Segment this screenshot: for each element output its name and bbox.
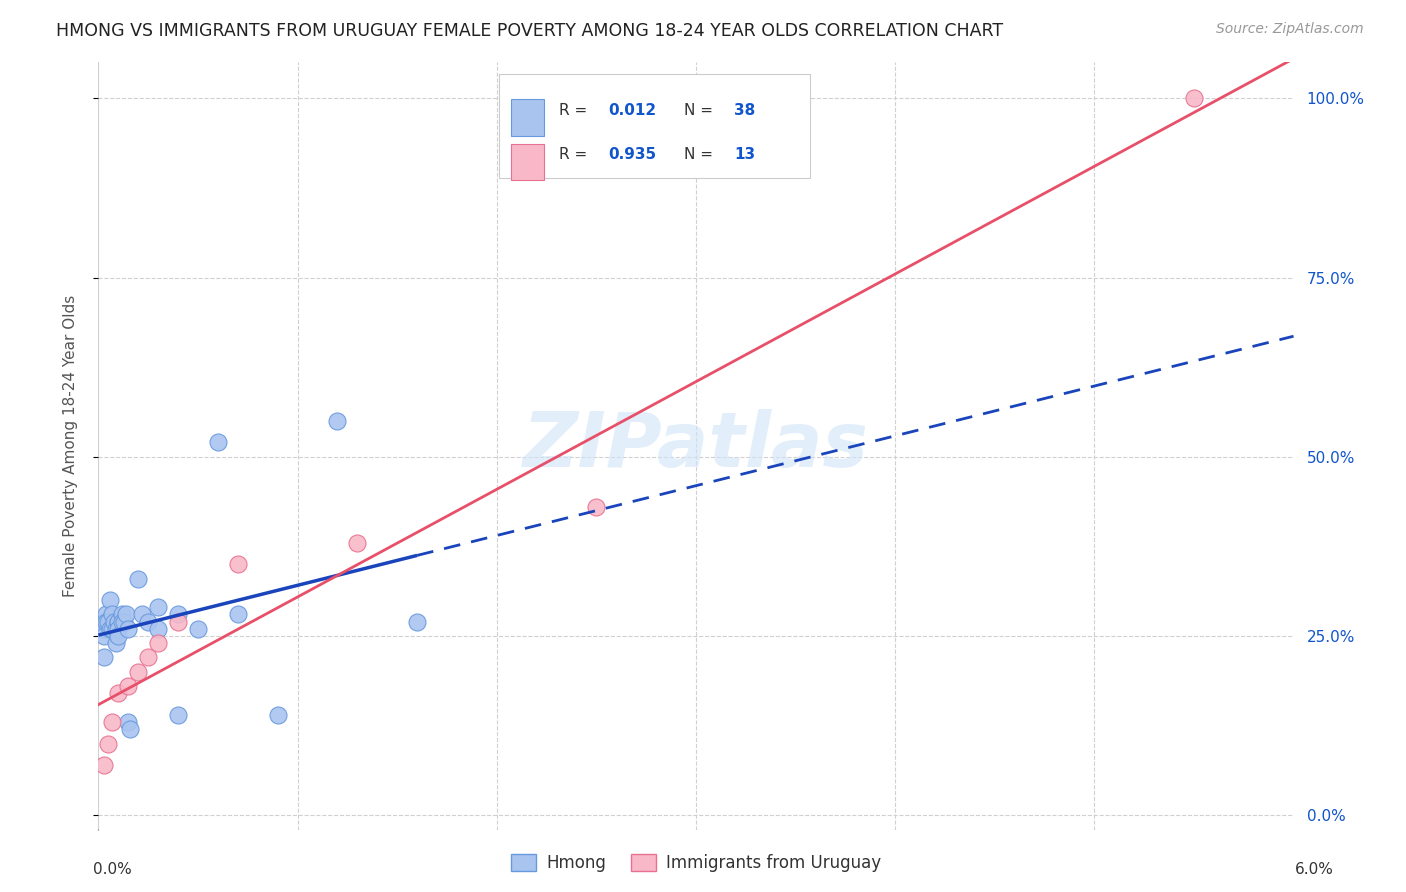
Point	[112, 615, 135, 629]
Text: 0.935: 0.935	[609, 147, 657, 162]
Text: R =: R =	[558, 103, 592, 118]
Point	[1182, 91, 1205, 105]
Point	[107, 615, 129, 629]
Point	[101, 622, 124, 636]
Point	[98, 593, 122, 607]
Point	[105, 622, 128, 636]
Point	[127, 665, 149, 679]
Point	[127, 572, 149, 586]
Point	[148, 622, 170, 636]
Text: 0.012: 0.012	[609, 103, 657, 118]
Point	[111, 615, 134, 629]
Point	[96, 615, 118, 629]
Point	[346, 536, 368, 550]
Point	[103, 615, 125, 629]
Point	[226, 607, 249, 622]
FancyBboxPatch shape	[499, 74, 810, 178]
Point	[96, 607, 118, 622]
Point	[136, 615, 159, 629]
Legend: Hmong, Immigrants from Uruguay: Hmong, Immigrants from Uruguay	[505, 847, 887, 879]
Point	[148, 636, 170, 650]
Point	[101, 607, 124, 622]
Text: N =: N =	[685, 103, 718, 118]
Point	[111, 607, 134, 622]
Point	[107, 629, 129, 643]
Text: 13: 13	[734, 147, 755, 162]
Point	[107, 686, 129, 700]
Point	[326, 414, 349, 428]
Y-axis label: Female Poverty Among 18-24 Year Olds: Female Poverty Among 18-24 Year Olds	[63, 295, 77, 597]
Point	[207, 435, 229, 450]
Point	[107, 615, 129, 629]
Point	[93, 622, 115, 636]
Point	[93, 650, 115, 665]
Point	[97, 615, 120, 629]
Point	[167, 615, 190, 629]
Point	[226, 558, 249, 572]
FancyBboxPatch shape	[510, 99, 544, 136]
Point	[131, 607, 153, 622]
Point	[93, 629, 115, 643]
Point	[115, 607, 138, 622]
Text: 0.0%: 0.0%	[93, 863, 132, 877]
Point	[107, 622, 129, 636]
Point	[585, 500, 607, 514]
Point	[167, 607, 190, 622]
Point	[117, 622, 139, 636]
Text: 38: 38	[734, 103, 755, 118]
Text: 6.0%: 6.0%	[1295, 863, 1334, 877]
Point	[117, 714, 139, 729]
Text: ZIPatlas: ZIPatlas	[523, 409, 869, 483]
Point	[105, 636, 128, 650]
Point	[148, 600, 170, 615]
Point	[98, 622, 122, 636]
Point	[136, 650, 159, 665]
Text: Source: ZipAtlas.com: Source: ZipAtlas.com	[1216, 22, 1364, 37]
Point	[101, 714, 124, 729]
Point	[93, 758, 115, 772]
Text: N =: N =	[685, 147, 718, 162]
Point	[120, 722, 142, 736]
FancyBboxPatch shape	[510, 144, 544, 180]
Point	[167, 707, 190, 722]
Point	[97, 737, 120, 751]
Text: HMONG VS IMMIGRANTS FROM URUGUAY FEMALE POVERTY AMONG 18-24 YEAR OLDS CORRELATIO: HMONG VS IMMIGRANTS FROM URUGUAY FEMALE …	[56, 22, 1004, 40]
Point	[406, 615, 429, 629]
Point	[187, 622, 209, 636]
Point	[93, 615, 115, 629]
Text: R =: R =	[558, 147, 592, 162]
Point	[267, 707, 290, 722]
Point	[117, 679, 139, 693]
